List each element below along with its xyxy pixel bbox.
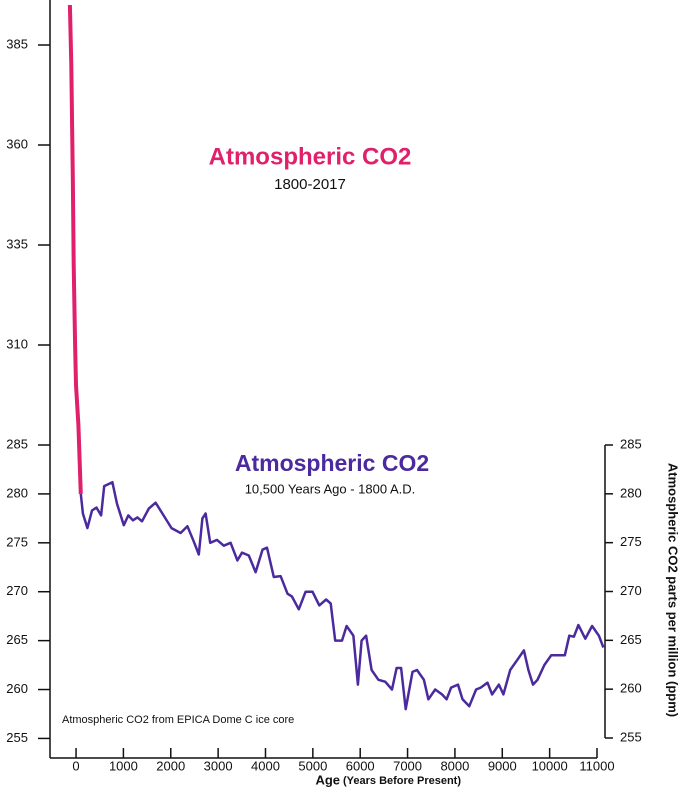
annotation: Atmospheric CO2 from EPICA Dome C ice co… bbox=[62, 714, 294, 726]
y-tick-label: 275 bbox=[6, 534, 28, 549]
y2-tick-label: 260 bbox=[620, 681, 642, 696]
x-tick-label: 6000 bbox=[346, 758, 375, 773]
y-tick-label: 265 bbox=[6, 632, 28, 647]
y-tick-label: 280 bbox=[6, 485, 28, 500]
y2-tick-label: 275 bbox=[620, 534, 642, 549]
holocene-subtitle: 10,500 Years Ago - 1800 A.D. bbox=[245, 481, 416, 496]
holocene-title: Atmospheric CO2 bbox=[235, 450, 429, 476]
y2-tick-label: 265 bbox=[620, 632, 642, 647]
x-tick-label: 1000 bbox=[109, 758, 138, 773]
y2-axis-label: Atmospheric CO2 parts per million (ppm) bbox=[666, 463, 681, 717]
modern-subtitle: 1800-2017 bbox=[274, 176, 346, 193]
y2-tick-label: 285 bbox=[620, 436, 642, 451]
y2-tick-label: 270 bbox=[620, 583, 642, 598]
y2-tick-label: 255 bbox=[620, 729, 642, 744]
y-tick-label: 385 bbox=[6, 36, 28, 51]
y-tick-label: 335 bbox=[6, 236, 28, 251]
x-tick-label: 10000 bbox=[532, 758, 568, 773]
x-tick-label: 4000 bbox=[251, 758, 280, 773]
x-tick-label: 8000 bbox=[440, 758, 469, 773]
y2-tick-label: 280 bbox=[620, 485, 642, 500]
x-tick-label: 0 bbox=[72, 758, 79, 773]
data-line bbox=[67, 4, 83, 494]
y-tick-label: 270 bbox=[6, 583, 28, 598]
y-tick-label: 260 bbox=[6, 681, 28, 696]
modern-title: Atmospheric CO2 bbox=[209, 143, 412, 170]
x-axis-note: (Years Before Present) bbox=[343, 775, 461, 787]
y-tick-label: 310 bbox=[6, 336, 28, 351]
y-tick-label: 285 bbox=[6, 436, 28, 451]
data-line bbox=[79, 480, 605, 711]
y-tick-label: 360 bbox=[6, 136, 28, 151]
x-tick-label: 3000 bbox=[204, 758, 233, 773]
x-tick-label: 7000 bbox=[393, 758, 422, 773]
y-tick-label: 255 bbox=[6, 730, 28, 745]
x-tick-label: 2000 bbox=[156, 758, 185, 773]
x-tick-label: 11000 bbox=[579, 758, 614, 773]
x-tick-label: 5000 bbox=[298, 758, 327, 773]
x-tick-label: 9000 bbox=[488, 758, 517, 773]
x-axis-label: Age bbox=[315, 772, 340, 787]
